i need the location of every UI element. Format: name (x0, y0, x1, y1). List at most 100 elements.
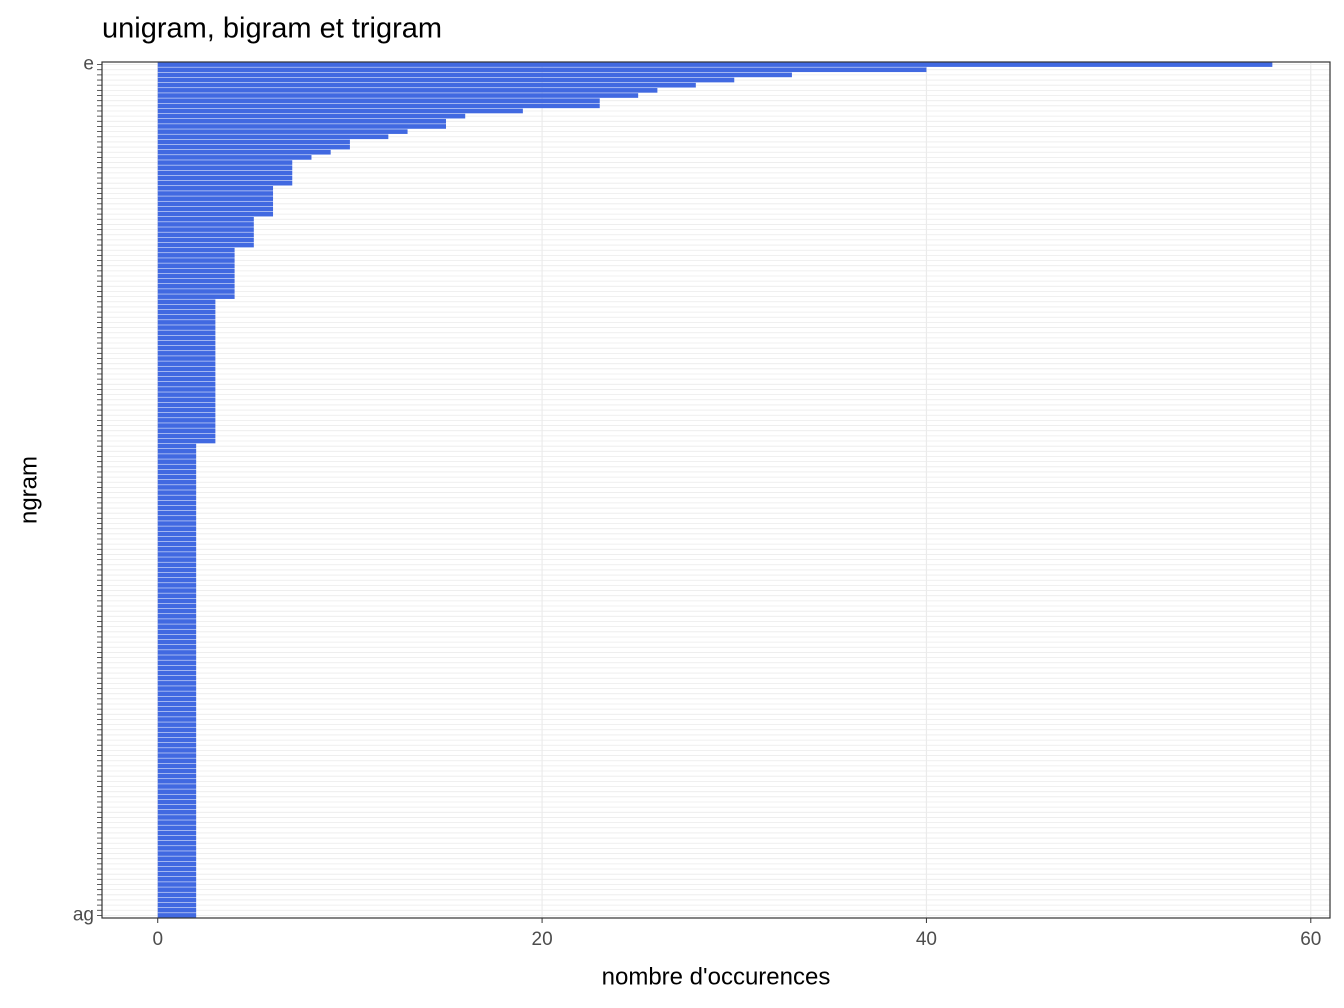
bar (157, 155, 312, 160)
bar (157, 510, 197, 516)
bar (157, 505, 197, 511)
bar (157, 737, 197, 743)
bar (157, 186, 274, 191)
bar (157, 670, 197, 676)
bar (157, 191, 274, 196)
bar (157, 423, 216, 428)
bar (157, 902, 197, 908)
bar (157, 62, 1273, 67)
bar (157, 88, 658, 93)
bar (157, 108, 523, 114)
bar (157, 614, 197, 619)
bar (157, 913, 197, 918)
bar (157, 583, 197, 588)
x-tick-label: 40 (916, 929, 937, 950)
bar (157, 227, 254, 232)
bar (157, 469, 197, 475)
bar (157, 567, 197, 573)
bar (157, 206, 274, 212)
bar (157, 335, 216, 341)
bar (157, 608, 197, 614)
bar (157, 340, 216, 346)
bar (157, 325, 216, 330)
bar (157, 789, 197, 794)
bar (157, 407, 216, 413)
bar (157, 134, 389, 140)
bar (157, 660, 197, 666)
bar (157, 655, 197, 660)
bar (157, 696, 197, 702)
bar (157, 387, 216, 392)
bar (157, 247, 235, 253)
bar (157, 118, 446, 124)
bar (157, 593, 197, 599)
chart-title: unigram, bigram et trigram (102, 13, 442, 45)
bar (157, 665, 197, 671)
bar (157, 77, 735, 83)
bar (157, 753, 197, 758)
bar (157, 139, 350, 145)
bar (157, 861, 197, 867)
y-tick-label: ag (73, 904, 94, 925)
bar (157, 779, 197, 784)
bar (157, 201, 274, 207)
bar (157, 552, 197, 557)
bar (157, 758, 197, 764)
bar (157, 93, 639, 98)
bar (157, 82, 696, 88)
bar (157, 546, 197, 552)
panel (102, 62, 1330, 918)
bar (157, 835, 197, 841)
bar (157, 809, 197, 815)
bar (157, 165, 293, 171)
bar (157, 330, 216, 336)
bar (157, 840, 197, 846)
bar (157, 320, 216, 325)
x-tick-label: 20 (532, 929, 553, 950)
bar (157, 283, 235, 289)
bar (157, 345, 216, 351)
bar (157, 294, 235, 299)
bar (157, 356, 216, 361)
bar (157, 361, 216, 366)
bar (157, 485, 197, 490)
bar (157, 479, 197, 485)
bar (157, 629, 197, 635)
bar (157, 644, 197, 650)
bar (157, 459, 197, 464)
bar (157, 418, 216, 423)
bar (157, 871, 197, 877)
bar (157, 536, 197, 542)
bar (157, 866, 197, 872)
bar (157, 650, 197, 655)
bar (157, 830, 197, 836)
bar (157, 598, 197, 604)
bar (157, 149, 331, 155)
bar (157, 351, 216, 356)
x-tick-label: 60 (1300, 929, 1321, 950)
bar (157, 180, 293, 186)
bar (157, 851, 197, 856)
bar (157, 804, 197, 810)
bar (157, 371, 216, 377)
bar (157, 237, 254, 243)
bar (157, 634, 197, 640)
bar (157, 887, 197, 892)
bar (157, 402, 216, 408)
bar (157, 825, 197, 831)
bar (157, 72, 792, 78)
bar (157, 572, 197, 578)
bar (157, 253, 235, 258)
bar (157, 675, 197, 681)
bar (157, 160, 293, 165)
bar (157, 278, 235, 284)
bar (157, 846, 197, 851)
bar (157, 232, 254, 238)
bar (157, 531, 197, 537)
bar (157, 603, 197, 609)
bar (157, 273, 235, 279)
bar (157, 314, 216, 320)
bar (157, 263, 235, 269)
bar (157, 495, 197, 501)
